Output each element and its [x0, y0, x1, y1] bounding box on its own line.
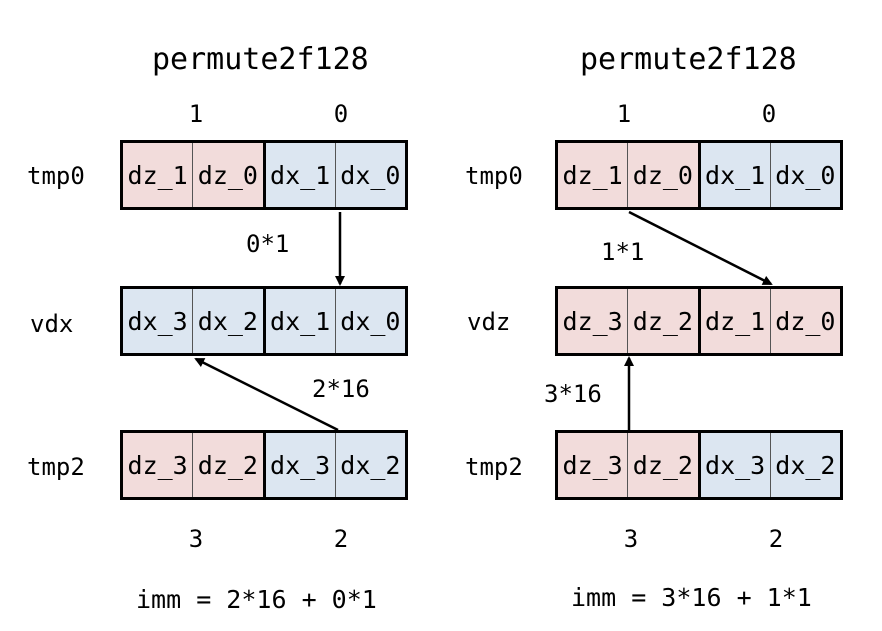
register-cell: dz_2: [627, 433, 698, 497]
lane-label-top-high: 1: [188, 100, 204, 128]
register-label-vdz: vdz: [467, 308, 511, 336]
register-label-tmp0: tmp0: [27, 162, 85, 190]
arrow-tmp0-to-vdz: [628, 210, 773, 286]
imm-formula: imm = 2*16 + 0*1: [136, 585, 377, 614]
register-cell: dx_1: [697, 143, 770, 207]
lane-label-bottom-high: 3: [188, 525, 204, 553]
arrows-left: [194, 212, 345, 432]
lane-label-bottom-low: 2: [333, 525, 349, 553]
multiplier-top: 0*1: [246, 230, 290, 258]
lane-label-bottom-low: 2: [768, 525, 784, 553]
register-cell: dz_1: [123, 143, 193, 207]
register-cell: dx_2: [769, 433, 840, 497]
register-cell: dx_1: [262, 289, 335, 353]
register-vdz: dz_3 dz_2 dz_1 dz_0: [555, 286, 843, 356]
register-cell: dz_1: [558, 143, 628, 207]
multiplier-bottom: 3*16: [544, 380, 602, 408]
register-cell: dz_0: [769, 289, 840, 353]
right-panel: permute2f128 1 0 tmp0 dz_1 dz_0 dx_1 dx_…: [441, 0, 882, 631]
panel-title: permute2f128: [580, 42, 797, 77]
arrow-tmp2-to-vdx: [194, 357, 339, 432]
register-cell: dx_3: [123, 289, 193, 353]
register-tmp0: dz_1 dz_0 dx_1 dx_0: [120, 140, 408, 210]
register-cell: dx_3: [262, 433, 335, 497]
lane-label-bottom-high: 3: [623, 525, 639, 553]
imm-formula: imm = 3*16 + 1*1: [571, 583, 812, 612]
register-cell: dx_1: [262, 143, 335, 207]
register-label-tmp2: tmp2: [465, 453, 523, 481]
register-cell: dz_3: [123, 433, 193, 497]
register-cell: dz_2: [627, 289, 698, 353]
register-label-vdx: vdx: [30, 310, 74, 338]
register-cell: dx_0: [334, 289, 405, 353]
register-cell: dx_0: [769, 143, 840, 207]
register-tmp2: dz_3 dz_2 dx_3 dx_2: [555, 430, 843, 500]
register-cell: dx_0: [334, 143, 405, 207]
register-cell: dz_0: [627, 143, 698, 207]
register-tmp0: dz_1 dz_0 dx_1 dx_0: [555, 140, 843, 210]
register-cell: dz_1: [697, 289, 770, 353]
panel-title: permute2f128: [152, 42, 369, 77]
left-panel: permute2f128 1 0 tmp0 dz_1 dz_0 dx_1 dx_…: [27, 42, 408, 614]
multiplier-top: 1*1: [601, 238, 645, 266]
lane-label-top-high: 1: [616, 100, 632, 128]
register-cell: dz_2: [192, 433, 263, 497]
register-label-tmp0: tmp0: [465, 162, 523, 190]
register-tmp2: dz_3 dz_2 dx_3 dx_2: [120, 430, 408, 500]
register-label-tmp2: tmp2: [27, 453, 85, 481]
register-cell: dz_3: [558, 289, 628, 353]
lane-label-top-low: 0: [333, 100, 349, 128]
register-cell: dx_2: [334, 433, 405, 497]
register-cell: dz_0: [192, 143, 263, 207]
register-cell: dx_2: [192, 289, 263, 353]
register-cell: dx_3: [697, 433, 770, 497]
register-cell: dz_3: [558, 433, 628, 497]
multiplier-bottom: 2*16: [312, 375, 370, 403]
arrows-right: [624, 210, 773, 430]
lane-label-top-low: 0: [761, 100, 777, 128]
register-vdx: dx_3 dx_2 dx_1 dx_0: [120, 286, 408, 356]
